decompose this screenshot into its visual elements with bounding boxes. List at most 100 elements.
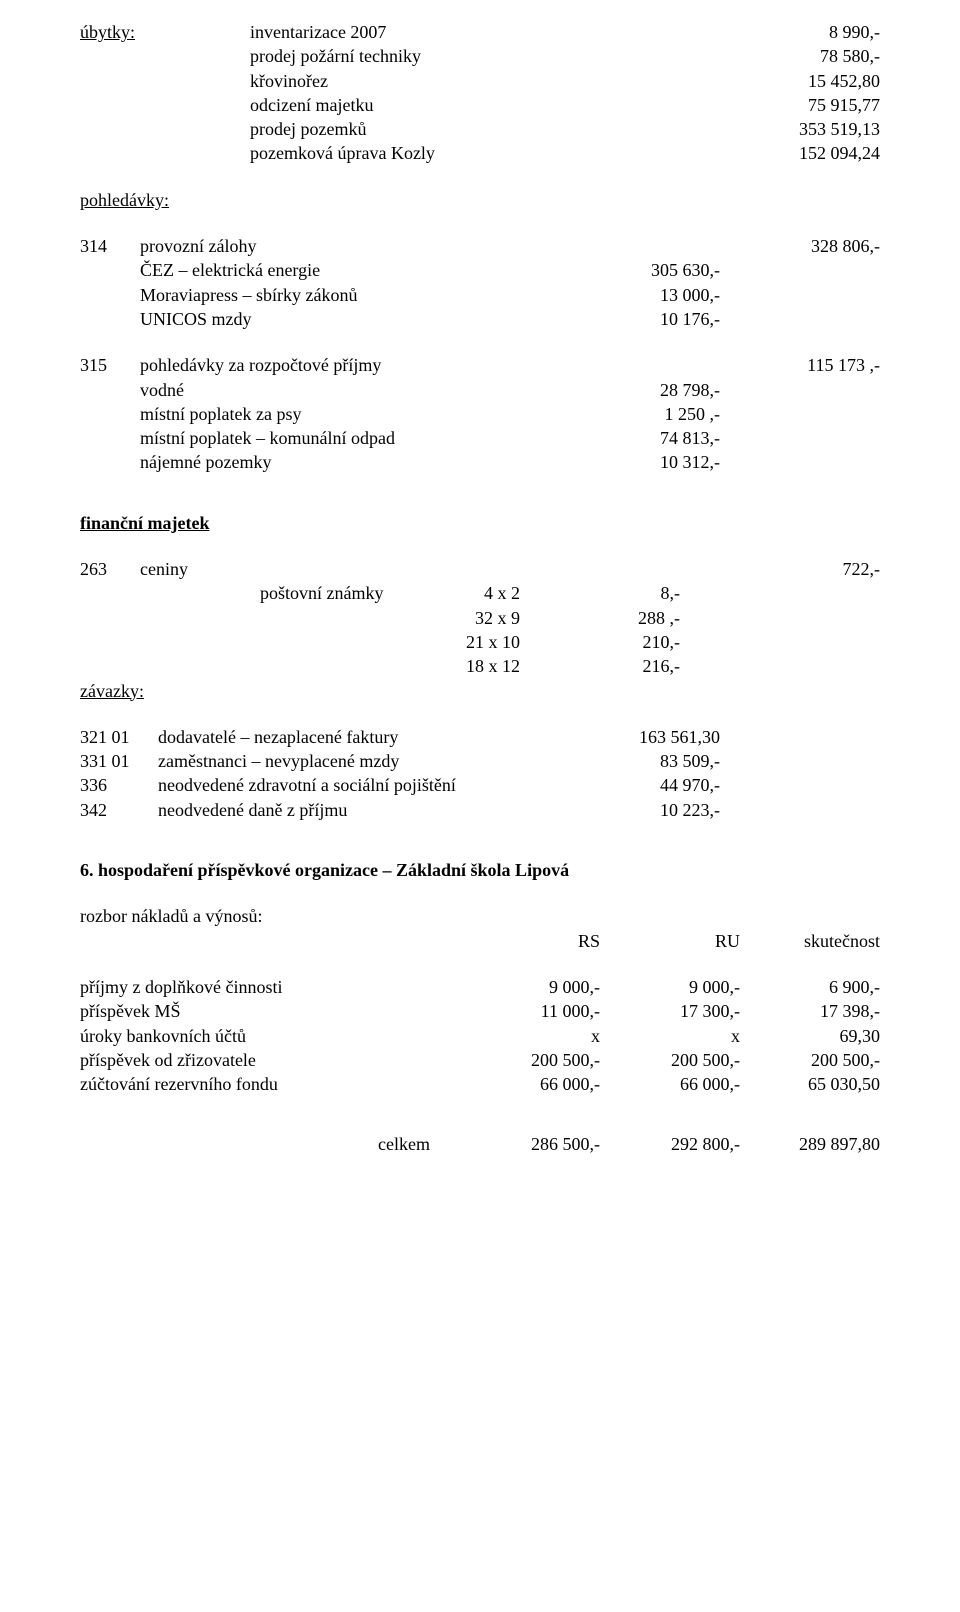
row-label: příjmy z doplňkové činnosti: [80, 975, 460, 999]
ubytky-value: 8 990,-: [740, 20, 880, 44]
item-label: Moraviapress – sbírky zákonů: [140, 283, 620, 307]
stamp-mult: 18 x 12: [460, 654, 580, 678]
ubytky-row: prodej pozemků 353 519,13: [80, 117, 880, 141]
ubytky-label: pozemková úprava Kozly: [250, 141, 740, 165]
item-label: UNICOS mzdy: [140, 307, 620, 331]
item-value: 163 561,30: [620, 725, 740, 749]
table-row: příspěvek MŠ 11 000,- 17 300,- 17 398,-: [80, 999, 880, 1023]
cell: 66 000,-: [600, 1072, 740, 1096]
ubytky-value: 78 580,-: [740, 44, 880, 68]
col-header: skutečnost: [740, 929, 880, 953]
cell: 292 800,-: [600, 1132, 740, 1156]
account-code: 315: [80, 353, 140, 377]
account-total: 115 173 ,-: [740, 353, 880, 377]
item-value: 1 250 ,-: [620, 402, 740, 426]
cell: 200 500,-: [600, 1048, 740, 1072]
cell: 200 500,-: [460, 1048, 600, 1072]
row-label: úroky bankovních účtů: [80, 1024, 460, 1048]
cell: 11 000,-: [460, 999, 600, 1023]
item-value: 74 813,-: [620, 426, 740, 450]
cell: 66 000,-: [460, 1072, 600, 1096]
item-label: místní poplatek za psy: [140, 402, 620, 426]
account-code: 321 01: [80, 725, 158, 749]
ubytky-label: inventarizace 2007: [250, 20, 740, 44]
pohledavky-item: vodné 28 798,-: [80, 378, 880, 402]
account-title: ceniny: [140, 557, 740, 581]
pohledavky-item: nájemné pozemky 10 312,-: [80, 450, 880, 474]
ubytky-header: úbytky:: [80, 20, 250, 44]
cell: 289 897,80: [740, 1132, 880, 1156]
item-value: 44 970,-: [620, 773, 740, 797]
pohledavky-item: ČEZ – elektrická energie 305 630,-: [80, 258, 880, 282]
ceniny-row: 263 ceniny 722,-: [80, 557, 880, 581]
cell: x: [460, 1024, 600, 1048]
pohledavky-315-header: 315 pohledávky za rozpočtové příjmy 115 …: [80, 353, 880, 377]
item-label: dodavatelé – nezaplacené faktury: [158, 725, 620, 749]
ubytky-label: odcizení majetku: [250, 93, 740, 117]
item-label: neodvedené daně z příjmu: [158, 798, 620, 822]
stamp-mult: 4 x 2: [460, 581, 580, 605]
table-header-row: RS RU skutečnost: [80, 929, 880, 953]
ubytky-row: odcizení majetku 75 915,77: [80, 93, 880, 117]
item-label: zaměstnanci – nevyplacené mzdy: [158, 749, 620, 773]
table-row: zúčtování rezervního fondu 66 000,- 66 0…: [80, 1072, 880, 1096]
cell: 9 000,-: [600, 975, 740, 999]
account-title: pohledávky za rozpočtové příjmy: [140, 353, 740, 377]
ubytky-value: 15 452,80: [740, 69, 880, 93]
cell: x: [600, 1024, 740, 1048]
zavazky-item: 336 neodvedené zdravotní a sociální poji…: [80, 773, 880, 797]
ubytky-label: prodej pozemků: [250, 117, 740, 141]
account-code: 336: [80, 773, 158, 797]
pohledavky-314-header: 314 provozní zálohy 328 806,-: [80, 234, 880, 258]
row-label: příspěvek od zřizovatele: [80, 1048, 460, 1072]
table-row: příjmy z doplňkové činnosti 9 000,- 9 00…: [80, 975, 880, 999]
item-value: 83 509,-: [620, 749, 740, 773]
cell: 9 000,-: [460, 975, 600, 999]
stamp-row: 18 x 12 216,-: [80, 654, 880, 678]
item-value: 10 176,-: [620, 307, 740, 331]
cell: 65 030,50: [740, 1072, 880, 1096]
ubytky-row: prodej požární techniky 78 580,-: [80, 44, 880, 68]
zavazky-item: 331 01 zaměstnanci – nevyplacené mzdy 83…: [80, 749, 880, 773]
ubytky-value: 353 519,13: [740, 117, 880, 141]
pohledavky-item: Moraviapress – sbírky zákonů 13 000,-: [80, 283, 880, 307]
item-label: vodné: [140, 378, 620, 402]
col-header: RU: [600, 929, 740, 953]
stamp-row: 21 x 10 210,-: [80, 630, 880, 654]
stamp-mult: 21 x 10: [460, 630, 580, 654]
ubytky-row-0: úbytky: inventarizace 2007 8 990,-: [80, 20, 880, 44]
table-row: úroky bankovních účtů x x 69,30: [80, 1024, 880, 1048]
item-value: 13 000,-: [620, 283, 740, 307]
zavazky-item: 321 01 dodavatelé – nezaplacené faktury …: [80, 725, 880, 749]
account-code: 331 01: [80, 749, 158, 773]
item-label: neodvedené zdravotní a sociální pojištěn…: [158, 773, 620, 797]
cell: 17 398,-: [740, 999, 880, 1023]
pohledavky-item: UNICOS mzdy 10 176,-: [80, 307, 880, 331]
cell: 200 500,-: [740, 1048, 880, 1072]
stamp-value: 216,-: [580, 654, 680, 678]
section6-title: 6. hospodaření příspěvkové organizace – …: [80, 858, 880, 882]
row-label: zúčtování rezervního fondu: [80, 1072, 460, 1096]
ubytky-label: prodej požární techniky: [250, 44, 740, 68]
stamp-value: 288 ,-: [580, 606, 680, 630]
col-header: RS: [460, 929, 600, 953]
cell: 69,30: [740, 1024, 880, 1048]
row-label: příspěvek MŠ: [80, 999, 460, 1023]
table-row: příspěvek od zřizovatele 200 500,- 200 5…: [80, 1048, 880, 1072]
account-code: 263: [80, 557, 140, 581]
ubytky-row: křovinořez 15 452,80: [80, 69, 880, 93]
cell: 6 900,-: [740, 975, 880, 999]
zavazky-item: 342 neodvedené daně z příjmu 10 223,-: [80, 798, 880, 822]
account-total: 328 806,-: [740, 234, 880, 258]
item-value: 305 630,-: [620, 258, 740, 282]
stamp-value: 210,-: [580, 630, 680, 654]
zavazky-header: závazky:: [80, 679, 880, 703]
cell: 17 300,-: [600, 999, 740, 1023]
item-value: 10 312,-: [620, 450, 740, 474]
account-code: 314: [80, 234, 140, 258]
account-code: 342: [80, 798, 158, 822]
item-label: místní poplatek – komunální odpad: [140, 426, 620, 450]
item-label: ČEZ – elektrická energie: [140, 258, 620, 282]
total-label: celkem: [80, 1132, 460, 1156]
stamp-row: poštovní známky 4 x 2 8,-: [80, 581, 880, 605]
